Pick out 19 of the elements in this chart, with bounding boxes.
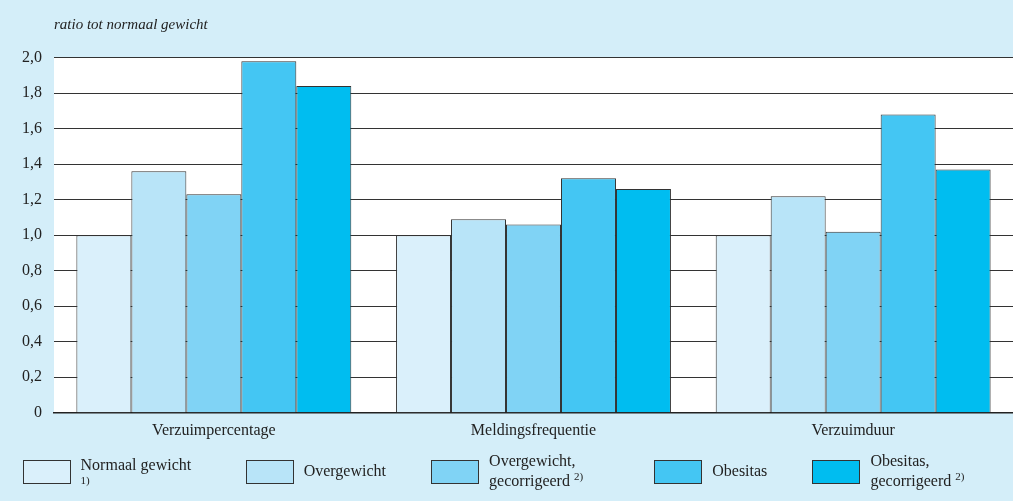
- y-tick-label: 0: [34, 403, 42, 420]
- y-axis-title: ratio tot normaal gewicht: [54, 16, 208, 33]
- y-tick-label: 0,2: [22, 367, 42, 385]
- legend-label: Obesitas, gecorrigeerd $^{2)}$: [870, 452, 966, 492]
- legend-label: Overgewicht, gecorrigeerd $^{2)}$: [489, 452, 585, 492]
- y-tick-label: 1,4: [22, 154, 42, 172]
- y-tick-label: 0,8: [22, 260, 42, 278]
- y-tick-label: 0,4: [22, 331, 42, 349]
- y-tick-label: 2,0: [22, 47, 42, 65]
- x-tick-label: Meldingsfrequentie: [470, 420, 597, 439]
- y-tick-label: 1,0: [22, 225, 42, 243]
- x-tick-label: Verzuimpercentage: [152, 420, 276, 439]
- y-tick-label: 1,6: [22, 118, 42, 136]
- legend-label: Obesitas: [712, 462, 768, 481]
- legend-label: Overgewicht: [303, 462, 386, 481]
- y-tick-label: 0,6: [22, 296, 42, 314]
- y-tick-label: 1,2: [22, 189, 42, 207]
- x-tick-label: Verzuimduur: [811, 420, 896, 438]
- y-tick-label: 1,8: [22, 83, 42, 101]
